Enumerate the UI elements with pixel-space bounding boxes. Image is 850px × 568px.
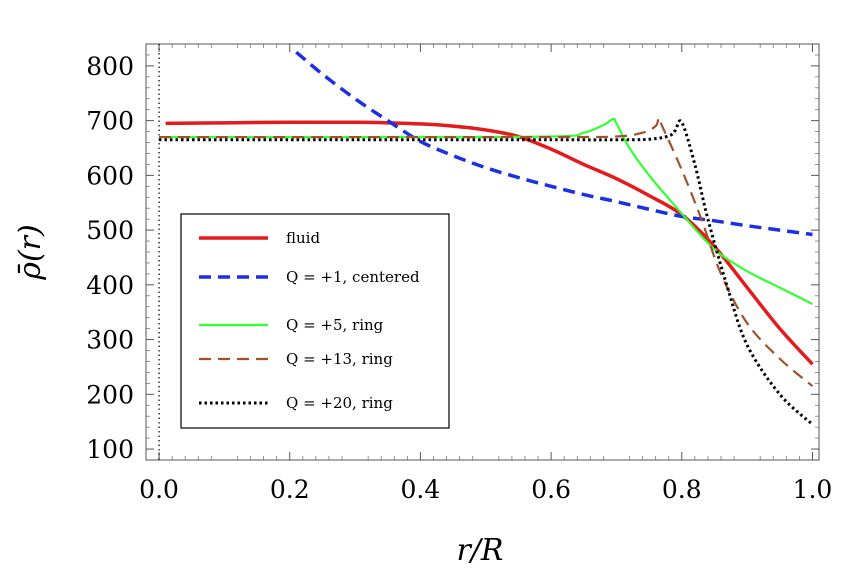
x-axis-label: r/R — [456, 533, 503, 568]
axis-tick-labels: 0.0 0.2 0.4 0.6 0.8 1.0 100 200 300 400 500 600 700 8… — [86, 52, 832, 504]
y-tick-label: 500 — [86, 216, 134, 245]
x-tick-label: 0.2 — [270, 475, 310, 504]
series-group — [159, 50, 814, 426]
legend-label-2: Q = +5, ring — [286, 316, 384, 334]
y-tick-label: 700 — [86, 107, 134, 136]
y-tick-label: 100 — [86, 435, 134, 464]
legend-label-3: Q = +13, ring — [286, 350, 393, 368]
legend: fluid Q = +1, centered Q = +5, ring Q = +13… — [180, 213, 450, 429]
y-tick-label: 200 — [86, 380, 134, 409]
legend-label-4: Q = +20, ring — [286, 394, 393, 412]
series-line-3 — [159, 116, 814, 387]
y-tick-label: 300 — [86, 326, 134, 355]
x-tick-label: 0.4 — [401, 475, 441, 504]
x-tick-label: 0.8 — [662, 475, 702, 504]
y-tick-label: 800 — [86, 52, 134, 81]
x-tick-label: 0.0 — [139, 475, 179, 504]
legend-label-0: fluid — [286, 229, 320, 247]
y-axis-label: ρ̄(r) — [13, 224, 48, 280]
x-tick-label: 1.0 — [793, 475, 833, 504]
legend-label-1: Q = +1, centered — [286, 268, 420, 286]
series-line-4 — [159, 119, 814, 426]
series-line-0 — [165, 120, 814, 366]
axis-ticks — [146, 44, 819, 460]
x-tick-label: 0.6 — [531, 475, 571, 504]
y-tick-label: 400 — [86, 271, 134, 300]
legend-box — [180, 213, 450, 429]
series-line-1 — [295, 50, 813, 237]
series-line-2 — [159, 117, 813, 305]
y-tick-label: 600 — [86, 161, 134, 190]
